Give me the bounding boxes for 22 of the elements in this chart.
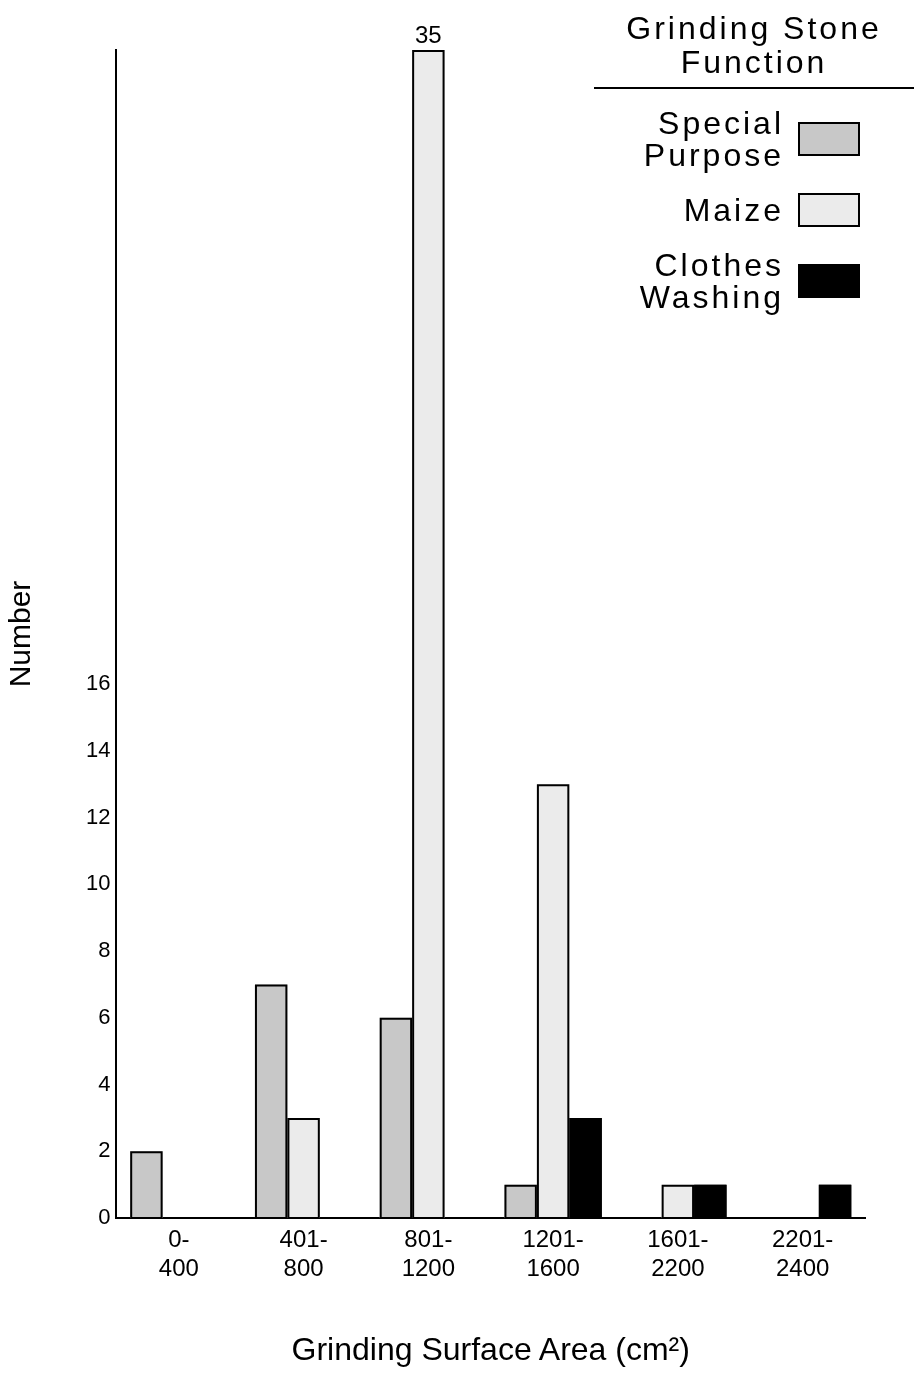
x-tick-label: 801-1200 bbox=[401, 1225, 456, 1281]
y-tick-label: 12 bbox=[85, 803, 111, 829]
y-tick-label: 10 bbox=[85, 870, 111, 896]
y-tick-label: 2 bbox=[98, 1137, 111, 1163]
x-tick-label: 401-800 bbox=[279, 1225, 328, 1281]
y-tick-label: 6 bbox=[98, 1003, 111, 1029]
x-tick-label: 1201-1600 bbox=[522, 1225, 584, 1281]
legend-label: Clothes Washing bbox=[638, 247, 784, 316]
x-tick-label: 2201-2400 bbox=[771, 1225, 834, 1281]
y-tick-label: 0 bbox=[98, 1204, 111, 1230]
x-axis-title: Grinding Surface Area (cm²) bbox=[291, 1330, 690, 1367]
y-tick-label: 8 bbox=[98, 937, 111, 963]
legend-title: Grinding Stone Function bbox=[625, 10, 883, 82]
y-tick-label: 16 bbox=[85, 670, 111, 696]
legend-label: Special Purpose bbox=[642, 105, 784, 174]
legend-label: Maize bbox=[682, 192, 784, 229]
y-tick-label: 4 bbox=[98, 1070, 111, 1096]
x-tick-label: 0-400 bbox=[158, 1225, 199, 1281]
x-tick-label: 1601-2200 bbox=[647, 1225, 709, 1281]
y-tick-label: 14 bbox=[85, 736, 111, 762]
y-axis-title: Number bbox=[3, 580, 37, 688]
data-label: 35 bbox=[415, 20, 442, 48]
